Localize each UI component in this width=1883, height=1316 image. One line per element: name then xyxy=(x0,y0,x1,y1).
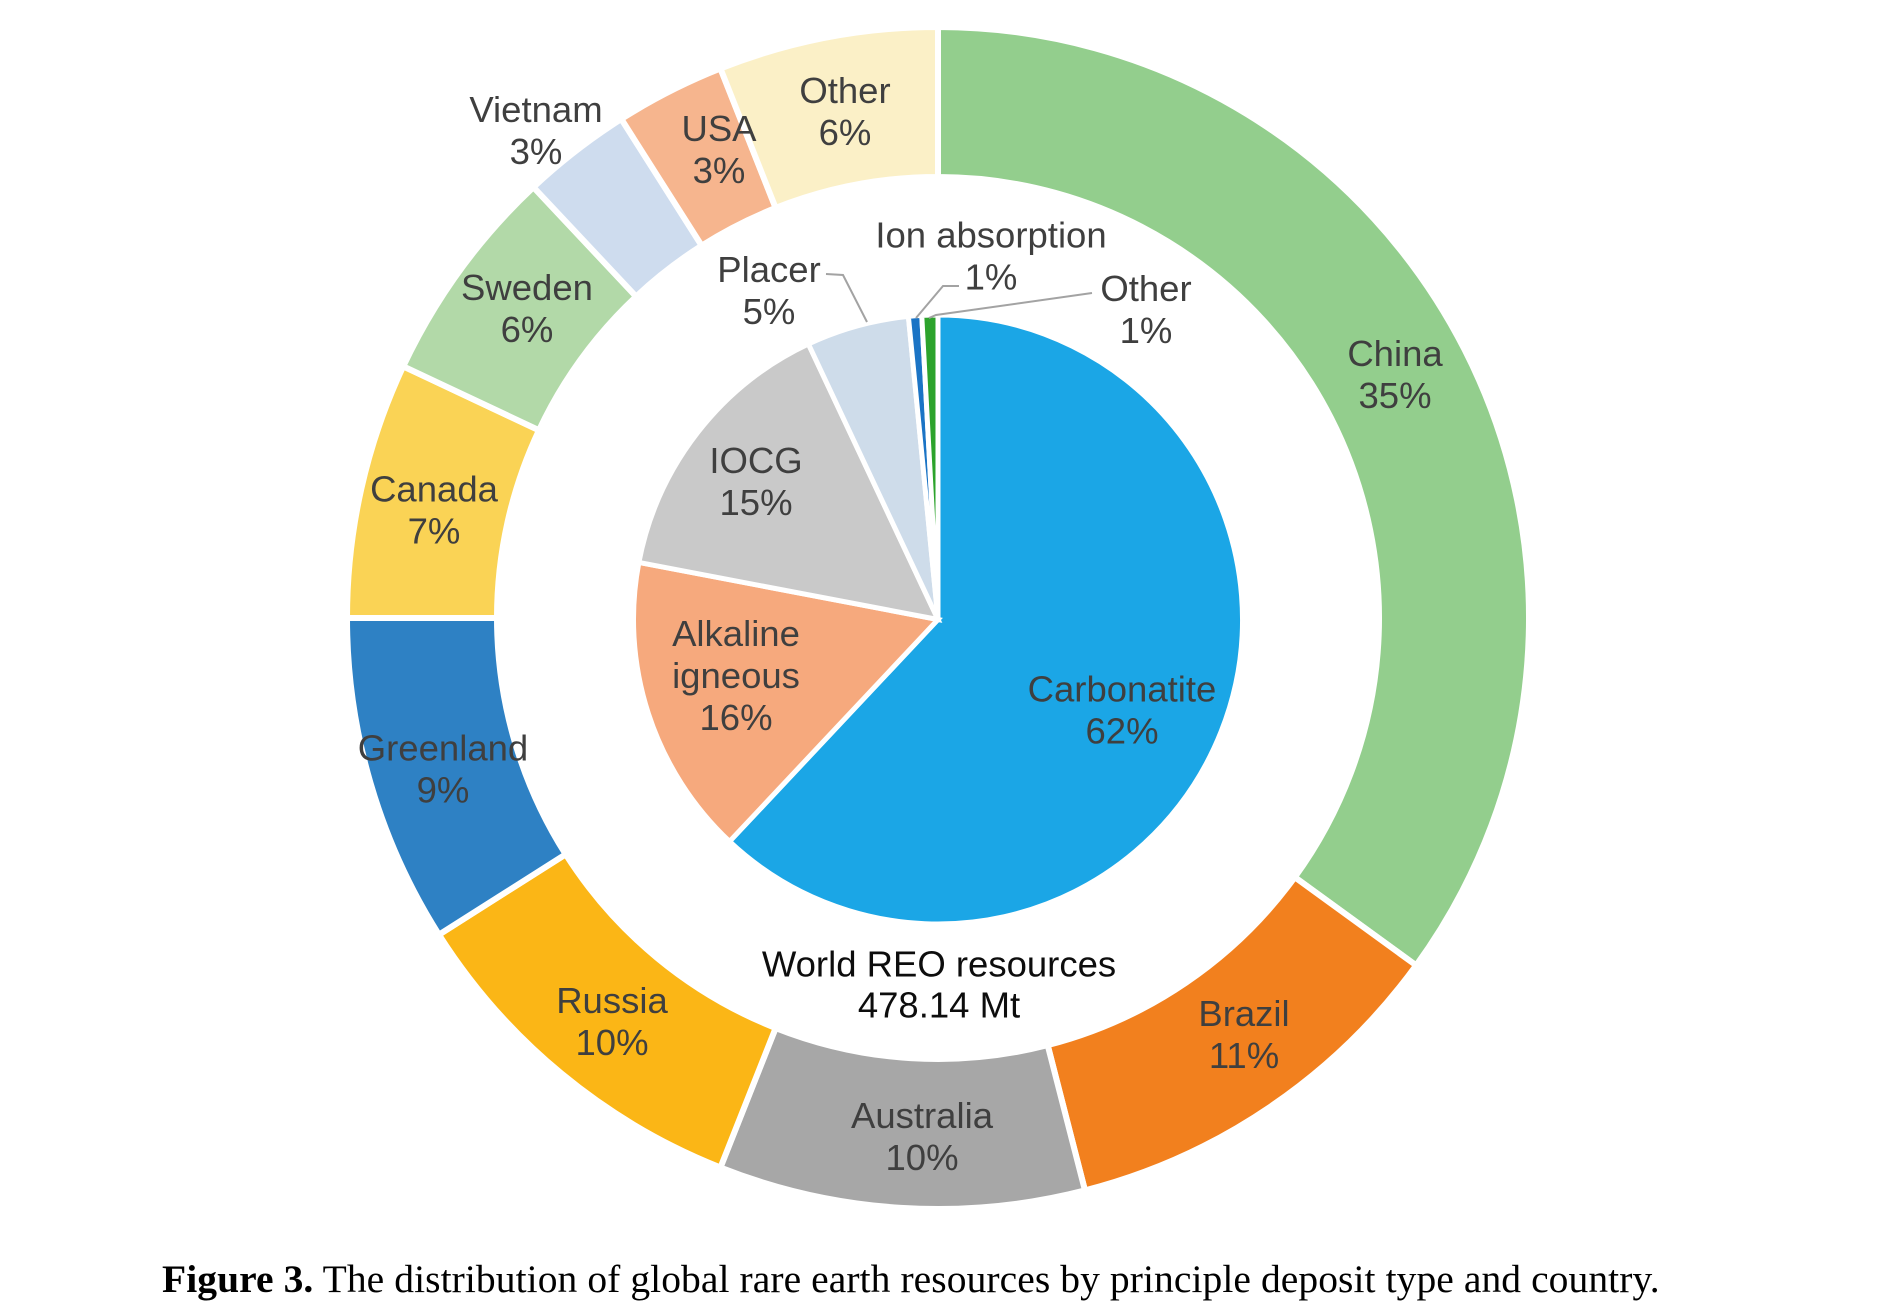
svg-text:Figure 3. The distribution of: Figure 3. The distribution of global rar… xyxy=(162,1257,1660,1301)
